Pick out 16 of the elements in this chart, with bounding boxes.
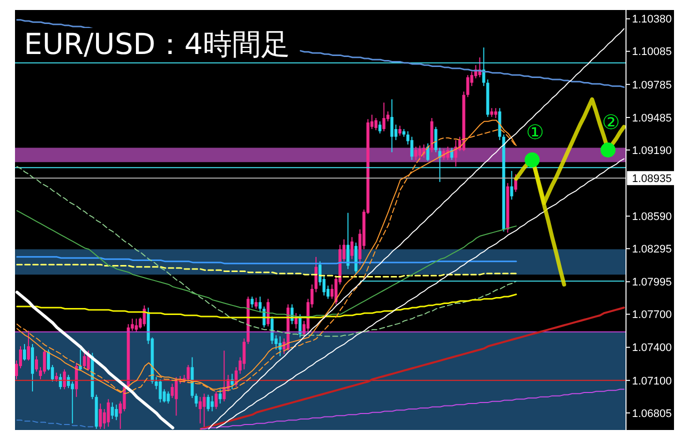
y-tick-label: 1.08590 (632, 211, 672, 224)
ref-line-label: 1.08935 (632, 173, 672, 186)
y-tick-label: 1.07700 (632, 309, 672, 322)
y-tick-label: 1.09190 (632, 144, 672, 157)
y-tick-label: 1.07995 (632, 276, 672, 289)
data-label: ② (602, 110, 620, 134)
y-tick-label: 1.09485 (632, 112, 672, 124)
y-tick-label: 1.08295 (632, 244, 672, 256)
y-tick-label: 1.09785 (632, 79, 672, 92)
text: EUR/USD：4時間足 (20, 27, 298, 61)
y-tick-label: 1.10085 (632, 46, 672, 58)
y-tick-label: 1.10380 (632, 14, 672, 26)
y-tick-label: 1.06805 (632, 408, 672, 420)
y-tick-label: 1.07400 (632, 342, 672, 354)
y-tick-label: 1.07100 (632, 375, 672, 388)
data-label: ① (526, 120, 544, 144)
